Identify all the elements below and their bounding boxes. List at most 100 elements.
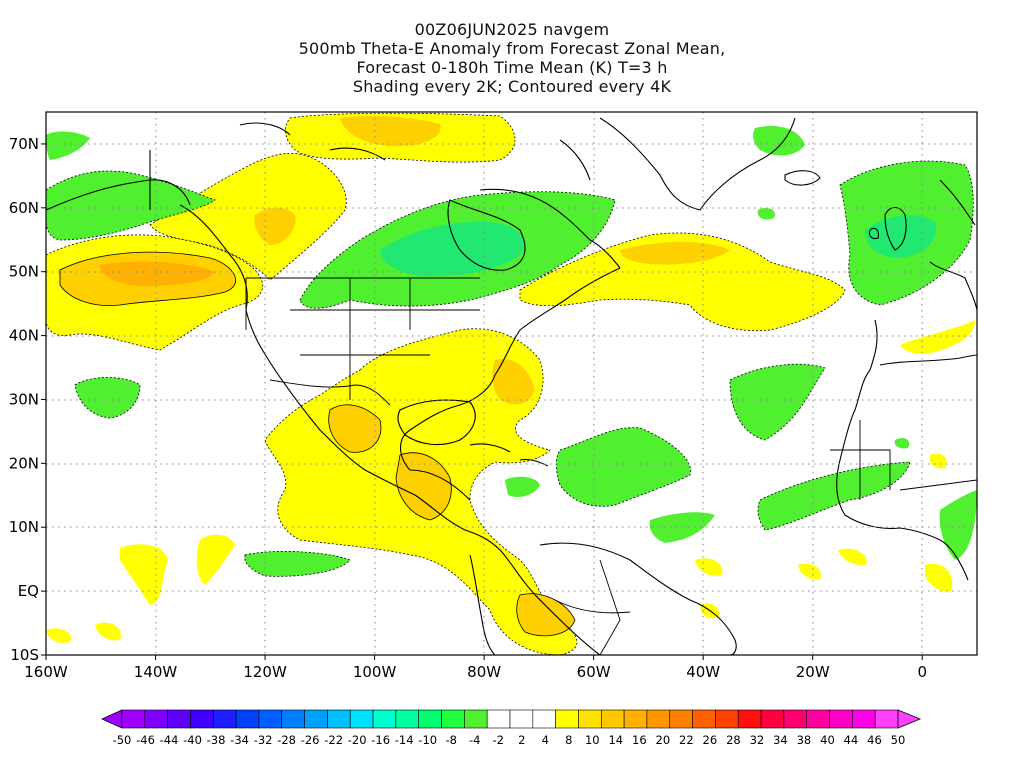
- longitude-axis: 160W 140W 120W 100W 80W 60W 40W 20W 0: [24, 655, 927, 681]
- lon-tick-label: 60W: [577, 663, 611, 681]
- lon-tick-label: 20W: [796, 663, 830, 681]
- colorbar-label: 28: [726, 733, 741, 747]
- colorbar-label: -2: [493, 733, 504, 747]
- lat-tick-label: 10S: [10, 646, 39, 664]
- colorbar-arrow-left: [101, 709, 123, 729]
- lon-tick-label: 80W: [467, 663, 501, 681]
- lon-tick-label: 100W: [353, 663, 397, 681]
- title-shading-info: Shading every 2K; Contoured every 4K: [352, 77, 672, 96]
- colorbar-label: -22: [324, 733, 343, 747]
- colorbar-swatch: [258, 709, 283, 729]
- colorbar-swatch: [190, 709, 214, 729]
- colorbar-swatch: [692, 709, 716, 729]
- colorbar-label: 34: [773, 733, 788, 747]
- colorbar-label: 14: [608, 733, 623, 747]
- lon-tick-label: 40W: [686, 663, 720, 681]
- colorbar-swatch: [327, 709, 351, 729]
- lat-tick-label: EQ: [18, 582, 39, 600]
- colorbar-swatch: [737, 709, 762, 729]
- colorbar-label: 10: [585, 733, 600, 747]
- colorbar-swatch: [669, 709, 693, 729]
- lat-tick-label: 30N: [9, 390, 39, 408]
- grid-lines: [46, 112, 977, 655]
- latitude-axis: 70N 60N 50N 40N 30N 20N 10N EQ 10S: [9, 135, 46, 664]
- colorbar-swatch: [578, 709, 602, 729]
- colorbar-swatch: [212, 709, 237, 729]
- colorbar-label: 40: [820, 733, 835, 747]
- colorbar-label: 4: [542, 733, 549, 747]
- lat-tick-label: 70N: [9, 135, 39, 153]
- colorbar-swatch: [167, 709, 191, 729]
- lon-tick-label: 140W: [134, 663, 178, 681]
- coastlines: [46, 117, 977, 655]
- colorbar-label: 32: [750, 733, 765, 747]
- colorbar-label: 8: [565, 733, 572, 747]
- shaded-anomalies: [46, 112, 977, 655]
- colorbar-label: -34: [230, 733, 249, 747]
- political-borders: [245, 277, 977, 655]
- colorbar-label: -10: [418, 733, 437, 747]
- title-forecast-range: Forecast 0-180h Time Mean (K) T=3 h: [356, 58, 668, 77]
- colorbar-label: 44: [844, 733, 859, 747]
- colorbar-label: 2: [518, 733, 525, 747]
- colorbar-swatch: [715, 709, 739, 729]
- colorbar-label: -28: [277, 733, 296, 747]
- title-block: 00Z06JUN2025 navgem 500mb Theta-E Anomal…: [0, 20, 1024, 96]
- colorbar-swatch: [235, 709, 260, 729]
- colorbar-label: 46: [867, 733, 882, 747]
- lat-tick-label: 40N: [9, 327, 39, 345]
- colorbar-swatch: [760, 709, 785, 729]
- colorbar-swatch: [646, 709, 671, 729]
- lat-tick-label: 20N: [9, 454, 39, 472]
- colorbar-label: -44: [160, 733, 179, 747]
- colorbar-swatch: [121, 709, 146, 729]
- lat-tick-label: 50N: [9, 263, 39, 281]
- colorbar-swatch: [464, 709, 488, 729]
- colorbar-swatch: [623, 709, 648, 729]
- colorbar-swatch: [509, 709, 534, 729]
- colorbar-swatch: [304, 709, 328, 729]
- colorbar-swatch: [395, 709, 420, 729]
- colorbar-swatch: [532, 709, 556, 729]
- colorbar-swatch: [281, 709, 305, 729]
- colorbar-arrow-right: [897, 709, 922, 729]
- colorbar-swatch: [486, 709, 511, 729]
- title-variable: 500mb Theta-E Anomaly from Forecast Zona…: [298, 39, 726, 58]
- lat-tick-label: 10N: [9, 518, 39, 536]
- colorbar-label: -26: [301, 733, 320, 747]
- colorbar-label: -38: [207, 733, 226, 747]
- colorbar-swatch: [806, 709, 830, 729]
- colorbar-label: 26: [703, 733, 718, 747]
- colorbar-swatch: [852, 709, 876, 729]
- colorbar-swatch: [874, 709, 899, 729]
- colorbar-label: -8: [445, 733, 456, 747]
- colorbar-label: 22: [679, 733, 694, 747]
- lon-tick-label: 0: [917, 663, 927, 681]
- colorbar-swatch: [144, 709, 168, 729]
- colorbar-label: 50: [891, 733, 906, 747]
- colorbar-label: -14: [395, 733, 414, 747]
- colorbar-label: 16: [632, 733, 647, 747]
- colorbar-label: -16: [371, 733, 390, 747]
- lon-tick-label: 120W: [243, 663, 287, 681]
- colorbar-label: 20: [656, 733, 671, 747]
- colorbar-label: -40: [183, 733, 202, 747]
- colorbar-label: -20: [348, 733, 367, 747]
- lon-tick-label: 160W: [24, 663, 68, 681]
- colorbar-label: -32: [254, 733, 273, 747]
- colorbar-label: -4: [469, 733, 480, 747]
- map-frame: [45, 111, 978, 656]
- colorbar-swatch: [349, 709, 374, 729]
- title-date-model: 00Z06JUN2025 navgem: [414, 20, 610, 39]
- colorbar: -50 -46 -44 -40 -38 -34 -32 -28 -26 -22 -20 -16 -14-…: [101, 709, 922, 747]
- colorbar-label: -50: [113, 733, 132, 747]
- colorbar-swatch: [600, 709, 625, 729]
- colorbar-label: -46: [136, 733, 155, 747]
- colorbar-swatch: [829, 709, 853, 729]
- colorbar-swatch: [783, 709, 808, 729]
- colorbar-swatch: [372, 709, 397, 729]
- colorbar-swatch: [418, 709, 442, 729]
- colorbar-swatch: [555, 709, 579, 729]
- colorbar-swatch: [441, 709, 465, 729]
